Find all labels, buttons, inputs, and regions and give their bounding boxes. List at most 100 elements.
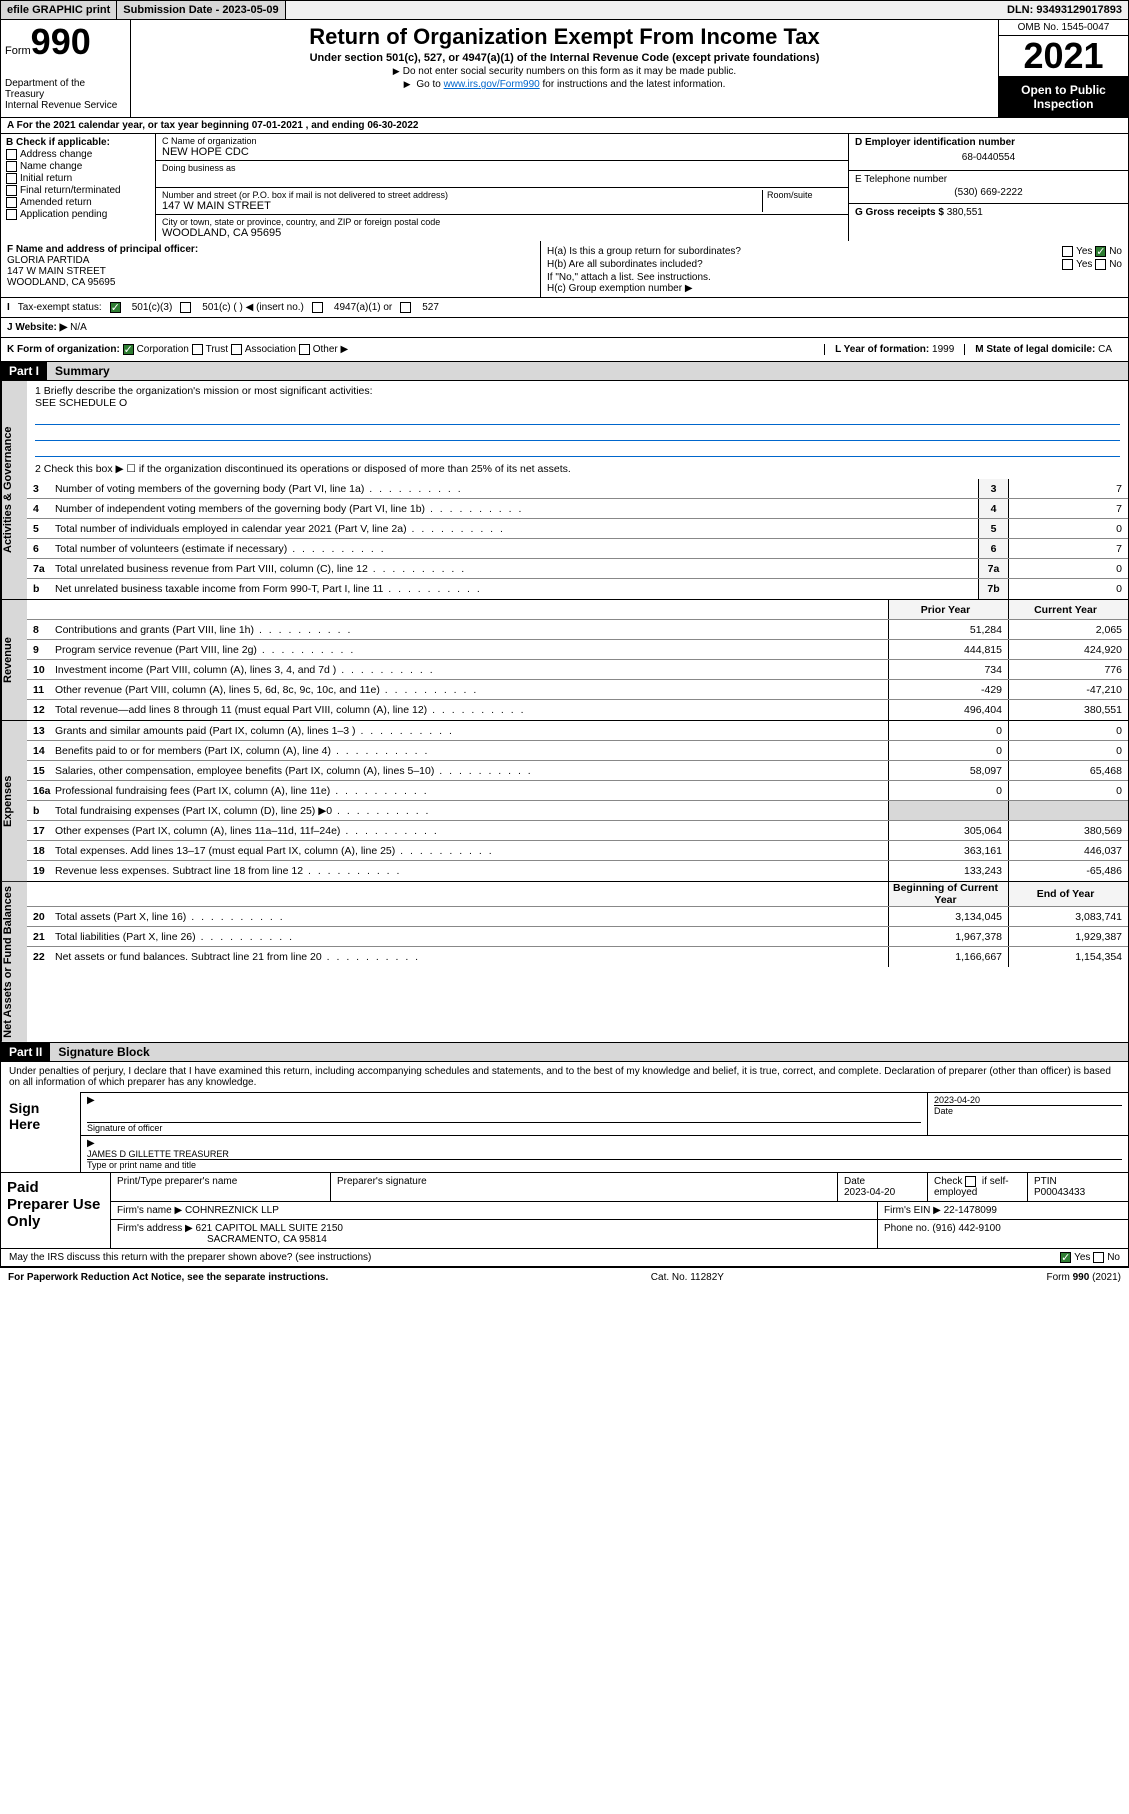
cb-may-yes[interactable] [1060,1252,1071,1263]
col-headers-rev: Prior Year Current Year [27,600,1128,620]
paid-preparer-label: Paid Preparer Use Only [1,1173,111,1248]
cb-501c[interactable] [180,302,191,313]
row-k-form-org: K Form of organization: Corporation Trus… [0,338,1129,362]
efile-button[interactable]: efile GRAPHIC print [1,1,117,19]
cb-name-change[interactable]: Name change [6,161,150,172]
website-value: N/A [70,322,87,333]
sign-here-label: Sign Here [1,1092,81,1172]
paid-preparer-block: Paid Preparer Use Only Print/Type prepar… [0,1173,1129,1249]
page-footer: For Paperwork Reduction Act Notice, see … [0,1267,1129,1287]
mission-value: SEE SCHEDULE O [35,397,1120,409]
cb-trust[interactable] [192,344,203,355]
summary-line: 11Other revenue (Part VIII, column (A), … [27,680,1128,700]
form-word: Form [5,45,31,57]
row-j-website: J Website: ▶ N/A [0,318,1129,338]
penalty-text: Under penalties of perjury, I declare th… [1,1062,1128,1092]
dept-label: Department of the Treasury Internal Reve… [5,78,126,111]
room-label: Room/suite [767,190,842,200]
addr-label: Number and street (or P.O. box if mail i… [162,190,762,200]
officer-typed-name: JAMES D GILLETTE TREASURER [87,1149,1122,1159]
summary-line: 10Investment income (Part VIII, column (… [27,660,1128,680]
prep-sig-hdr: Preparer's signature [331,1173,838,1201]
hc-label: H(c) Group exemption number ▶ [547,283,1122,294]
dln-label: DLN: 93493129017893 [1001,1,1128,19]
vtab-expenses: Expenses [1,721,27,881]
summary-line: 17Other expenses (Part IX, column (A), l… [27,821,1128,841]
cb-address-change[interactable]: Address change [6,149,150,160]
city-state-zip: WOODLAND, CA 95695 [162,227,842,239]
line2-checkbox: 2 Check this box ▶ ☐ if the organization… [35,463,1120,475]
summary-line: 5Total number of individuals employed in… [27,519,1128,539]
cb-other[interactable] [299,344,310,355]
form-header: Form 990 Department of the Treasury Inte… [0,20,1129,118]
note-link: Go to www.irs.gov/Form990 for instructio… [141,79,988,90]
form-subtitle: Under section 501(c), 527, or 4947(a)(1)… [141,52,988,64]
gross-receipts-label: G Gross receipts $ [855,207,947,218]
cb-may-no[interactable] [1093,1252,1104,1263]
officer-name: GLORIA PARTIDA [7,255,534,266]
cb-final-return[interactable]: Final return/terminated [6,185,150,196]
col-b-header: B Check if applicable: [6,137,150,148]
footer-left: For Paperwork Reduction Act Notice, see … [8,1272,328,1283]
street-address: 147 W MAIN STREET [162,200,762,212]
cb-amended-return[interactable]: Amended return [6,197,150,208]
summary-line: 13Grants and similar amounts paid (Part … [27,721,1128,741]
summary-line: 12Total revenue—add lines 8 through 11 (… [27,700,1128,720]
officer-addr1: 147 W MAIN STREET [7,266,534,277]
ptin-value: P00043433 [1034,1187,1085,1198]
cb-initial-return[interactable]: Initial return [6,173,150,184]
signature-block: Under penalties of perjury, I declare th… [0,1062,1129,1173]
vtab-netassets: Net Assets or Fund Balances [1,882,27,1042]
firm-addr1: 621 CAPITOL MALL SUITE 2150 [196,1223,343,1234]
cb-527[interactable] [400,302,411,313]
submission-date: Submission Date - 2023-05-09 [117,1,285,19]
omb-number: OMB No. 1545-0047 [999,20,1128,36]
org-name: NEW HOPE CDC [162,146,842,158]
summary-line: 6Total number of volunteers (estimate if… [27,539,1128,559]
col-b-checkboxes: B Check if applicable: Address change Na… [1,134,156,241]
hb-label: H(b) Are all subordinates included? [547,259,703,270]
org-name-label: C Name of organization [162,136,842,146]
irs-link[interactable]: www.irs.gov/Form990 [444,79,540,90]
phone-value: (530) 669-2222 [855,185,1122,200]
summary-line: 16aProfessional fundraising fees (Part I… [27,781,1128,801]
firm-ein: 22-1478099 [944,1205,997,1216]
summary-expenses: Expenses 13Grants and similar amounts pa… [0,721,1129,882]
summary-line: 19Revenue less expenses. Subtract line 1… [27,861,1128,881]
cb-application-pending[interactable]: Application pending [6,209,150,220]
ein-value: 68-0440554 [855,148,1122,167]
cb-4947[interactable] [312,302,323,313]
ha-label: H(a) Is this a group return for subordin… [547,246,741,257]
summary-line: 22Net assets or fund balances. Subtract … [27,947,1128,967]
ein-label: D Employer identification number [855,137,1122,148]
officer-addr2: WOODLAND, CA 95695 [7,277,534,288]
prep-date: 2023-04-20 [844,1187,895,1198]
website-label: Website: ▶ [15,322,67,333]
part2-title: Signature Block [50,1043,1128,1061]
cb-501c3[interactable] [110,302,121,313]
summary-line: bTotal fundraising expenses (Part IX, co… [27,801,1128,821]
top-toolbar: efile GRAPHIC print Submission Date - 20… [0,0,1129,20]
cb-association[interactable] [231,344,242,355]
summary-line: 18Total expenses. Add lines 13–17 (must … [27,841,1128,861]
tax-year: 2021 [999,36,1128,77]
firm-name: COHNREZNICK LLP [185,1205,279,1216]
cb-corporation[interactable] [123,344,134,355]
summary-line: 8Contributions and grants (Part VIII, li… [27,620,1128,640]
summary-line: bNet unrelated business taxable income f… [27,579,1128,599]
part1-title: Summary [47,362,1128,380]
officer-label: F Name and address of principal officer: [7,244,534,255]
open-inspection: Open to Public Inspection [999,77,1128,117]
k-label: K Form of organization: [7,344,120,355]
may-irs-discuss: May the IRS discuss this return with the… [0,1249,1129,1267]
summary-line: 14Benefits paid to or for members (Part … [27,741,1128,761]
summary-line: 15Salaries, other compensation, employee… [27,761,1128,781]
col-headers-net: Beginning of Current Year End of Year [27,882,1128,907]
part2-num: Part II [1,1043,50,1061]
sig-date: 2023-04-20 [934,1095,1122,1105]
hb-note: If "No," attach a list. See instructions… [547,272,1122,283]
sig-date-label: Date [934,1105,1122,1116]
note-ssn: Do not enter social security numbers on … [141,66,988,77]
form-title: Return of Organization Exempt From Incom… [141,24,988,50]
summary-line: 20Total assets (Part X, line 16)3,134,04… [27,907,1128,927]
